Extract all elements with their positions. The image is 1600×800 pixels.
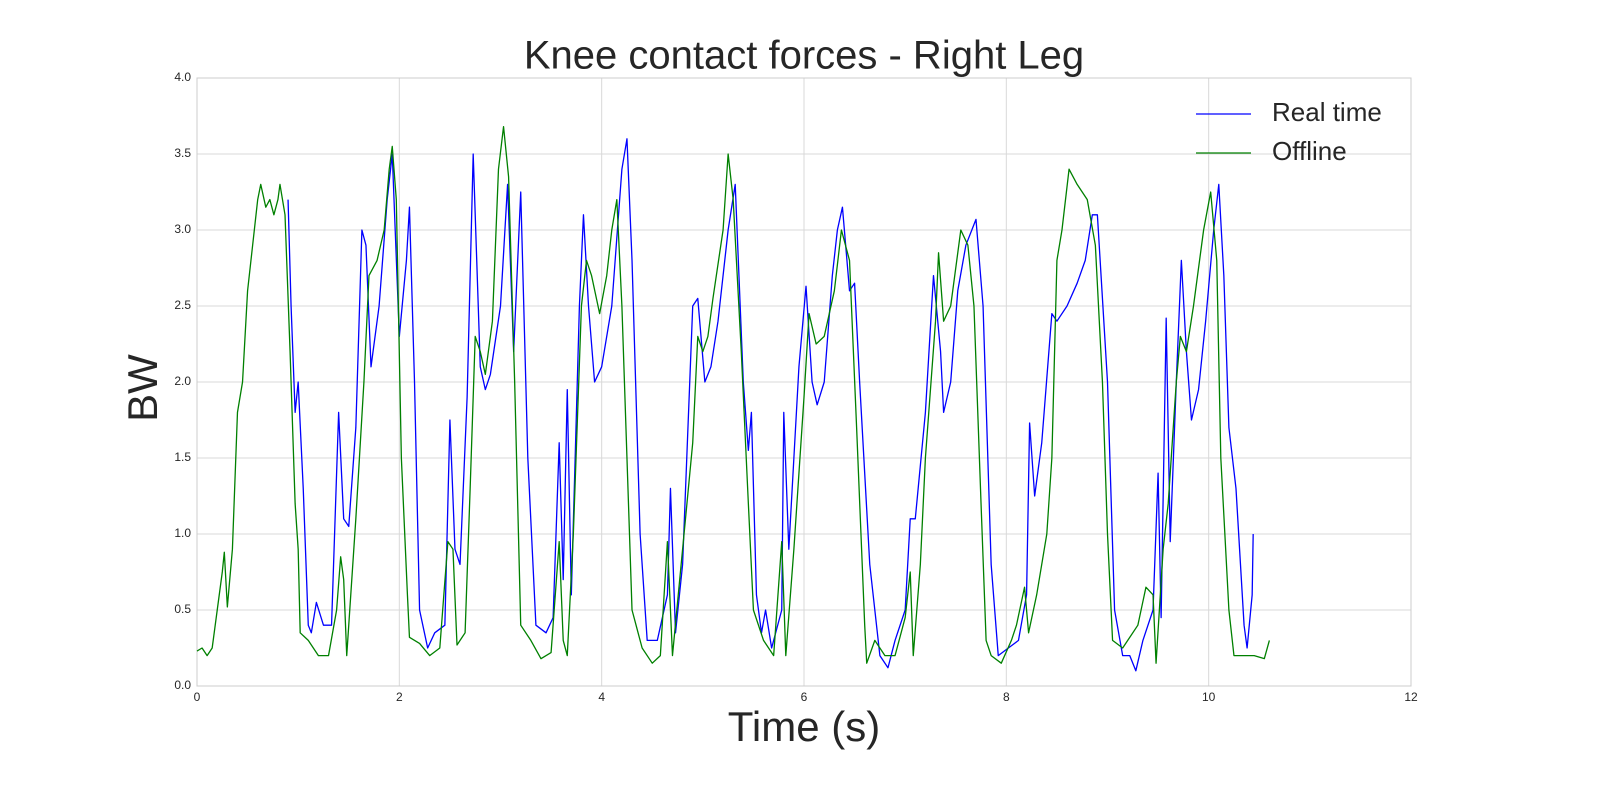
x-tick-label: 0: [194, 690, 201, 704]
x-tick-label: 6: [801, 690, 808, 704]
x-tick-label: 12: [1404, 690, 1418, 704]
legend-label: Real time: [1272, 97, 1382, 127]
plot-frame: [196, 77, 1412, 687]
x-tick-label: 10: [1202, 690, 1216, 704]
y-tick-label: 0.0: [174, 678, 191, 692]
chart-title: Knee contact forces - Right Leg: [524, 34, 1084, 78]
x-tick-label: 2: [396, 690, 403, 704]
y-tick-label: 2.5: [174, 298, 191, 312]
y-tick-label: 1.5: [174, 450, 191, 464]
y-tick-label: 1.0: [174, 526, 191, 540]
y-axis-label: BW: [119, 354, 166, 422]
legend-label: Offline: [1272, 136, 1347, 166]
x-axis-label: Time (s): [728, 703, 880, 750]
y-tick-label: 3.0: [174, 222, 191, 236]
y-tick-label: 3.5: [174, 146, 191, 160]
x-tick-label: 4: [598, 690, 605, 704]
y-tick-label: 4.0: [174, 70, 191, 84]
y-tick-label: 2.0: [174, 374, 191, 388]
line-series: [287, 138, 1254, 672]
y-tick-label: 0.5: [174, 602, 191, 616]
line-series: [196, 125, 1270, 664]
x-tick-label: 8: [1003, 690, 1010, 704]
